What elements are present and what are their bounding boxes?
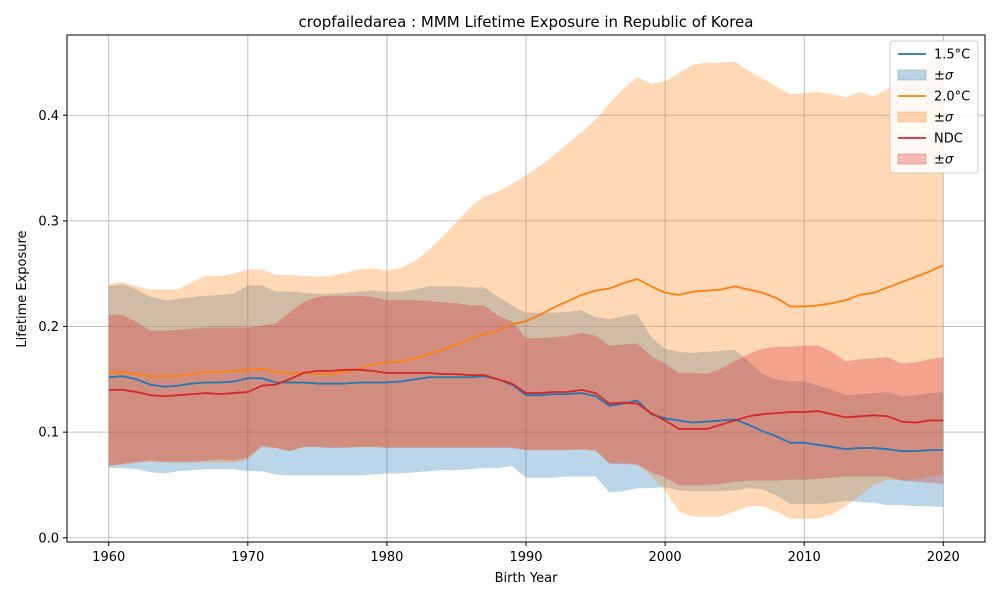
legend-band-label: ±σ [934, 69, 954, 84]
grid-layer [67, 35, 985, 542]
legend-band-label: ±σ [934, 111, 954, 126]
legend-series-label: 2.0°C [934, 90, 970, 105]
legend-box [889, 40, 979, 174]
x-tick-label: 1990 [509, 550, 542, 565]
legend-series-label: NDC [934, 132, 963, 147]
plot-area [67, 35, 985, 542]
series-line-0 [108, 375, 944, 453]
line-layer [108, 264, 944, 453]
x-tick-label: 2010 [788, 550, 821, 565]
y-tick-label: 0.4 [38, 109, 59, 124]
y-tick-label: 0.3 [38, 214, 59, 229]
x-tick-label: 1980 [370, 550, 403, 565]
band-2 [108, 295, 944, 485]
y-tick-label: 0.0 [38, 531, 59, 546]
band-layer [108, 59, 944, 519]
legend-series-label: 1.5°C [934, 48, 970, 63]
legend-band-swatch [897, 153, 927, 165]
y-tick-label: 0.2 [38, 320, 59, 335]
legend-band-swatch [897, 111, 927, 123]
tick-layer: 1960 1970 1980 1990 2000 2010 2020 0.0 0.1 0.2 0.3… [38, 109, 960, 565]
legend-band-swatch [897, 69, 927, 81]
chart-title: cropfailedarea : MMM Lifetime Exposure i… [299, 13, 754, 31]
legend: 1.5°C ±σ 2.0°C ±σ NDC ±σ [889, 40, 979, 174]
y-axis-label: Lifetime Exposure [15, 230, 30, 347]
y-tick-label: 0.1 [38, 426, 59, 441]
x-axis-label: Birth Year [495, 571, 559, 586]
legend-band-label: ±σ [934, 153, 954, 168]
series-line-1 [108, 264, 944, 378]
x-tick-label: 2000 [649, 550, 682, 565]
band-1 [108, 59, 944, 519]
series-line-2 [108, 368, 944, 430]
x-tick-label: 1960 [92, 550, 125, 565]
x-tick-label: 1970 [231, 550, 264, 565]
x-tick-label: 2020 [927, 550, 960, 565]
